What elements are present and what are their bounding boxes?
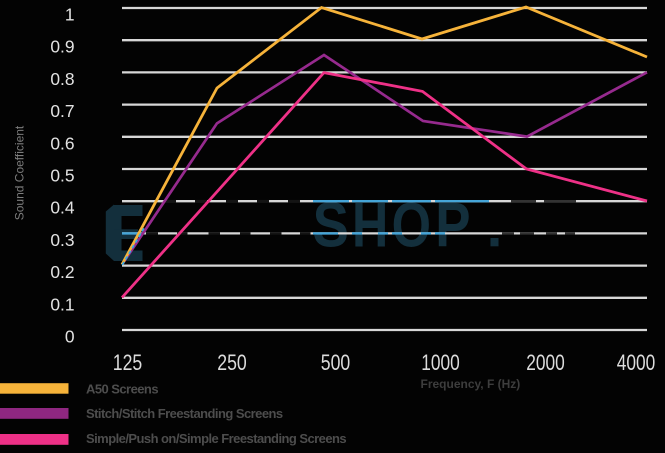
svg-text:0.1: 0.1 [50, 294, 74, 314]
svg-text:Sound Coefficient: Sound Coefficient [13, 125, 27, 220]
svg-text:A50 Screens: A50 Screens [86, 382, 158, 397]
svg-text:500: 500 [321, 350, 351, 375]
svg-text:4000: 4000 [617, 350, 656, 375]
svg-text:2000: 2000 [526, 350, 565, 375]
svg-text:0: 0 [65, 327, 75, 347]
svg-text:250: 250 [217, 350, 247, 375]
svg-text:Frequency, F (Hz): Frequency, F (Hz) [421, 377, 521, 391]
svg-text:0.2: 0.2 [50, 262, 74, 282]
svg-text:0.4: 0.4 [50, 198, 75, 218]
svg-text:0.8: 0.8 [50, 69, 74, 89]
svg-text:0.3: 0.3 [50, 230, 74, 250]
svg-text:0.9: 0.9 [50, 37, 74, 57]
svg-text:1: 1 [65, 5, 75, 25]
svg-text:0.7: 0.7 [50, 101, 74, 121]
svg-text:125: 125 [113, 350, 143, 375]
svg-text:Stitch/Stitch Freestanding Scr: Stitch/Stitch Freestanding Screens [86, 406, 283, 421]
svg-text:Simple/Push on/Simple Freestan: Simple/Push on/Simple Freestanding Scree… [86, 431, 346, 446]
svg-text:0.5: 0.5 [50, 166, 74, 186]
svg-text:1000: 1000 [421, 350, 460, 375]
svg-text:0.6: 0.6 [50, 133, 74, 153]
